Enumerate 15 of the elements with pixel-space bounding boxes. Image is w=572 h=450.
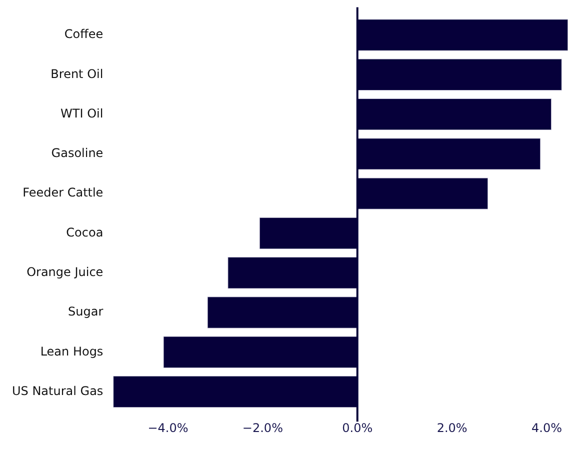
y-tick-label: WTI Oil bbox=[60, 106, 104, 120]
x-tick-label: 4.0% bbox=[532, 420, 562, 435]
y-tick-label: Feeder Cattle bbox=[22, 186, 104, 200]
x-tick-label: −4.0% bbox=[148, 420, 188, 435]
y-tick-label: US Natural Gas bbox=[12, 384, 104, 398]
y-tick-label: Gasoline bbox=[51, 146, 104, 160]
y-tick-label: Cocoa bbox=[66, 225, 104, 240]
y-tick-label: Lean Hogs bbox=[40, 344, 104, 358]
y-tick-label: Brent Oil bbox=[50, 66, 104, 81]
y-tick-label: Sugar bbox=[68, 304, 104, 319]
x-tick-label: 0.0% bbox=[342, 420, 373, 435]
x-tick-label: −2.0% bbox=[242, 420, 283, 435]
x-tick-label: 2.0% bbox=[436, 420, 468, 435]
y-tick-label: Orange Juice bbox=[26, 264, 104, 279]
y-tick-label: Coffee bbox=[64, 27, 104, 42]
